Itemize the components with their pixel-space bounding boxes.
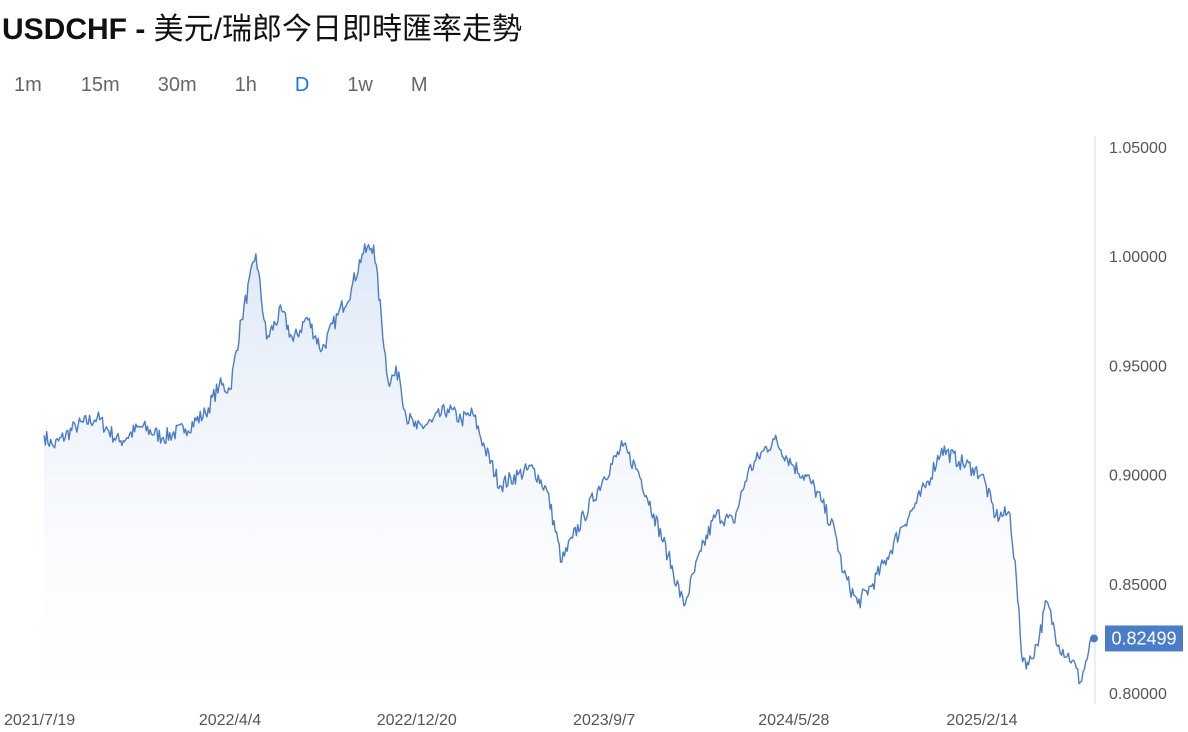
y-tick-label: 0.90000 (1109, 468, 1167, 485)
x-axis: 2021/7/19 2022/4/4 2022/12/20 2023/9/7 2024/… (4, 712, 1018, 729)
tab-1h[interactable]: 1h (234, 74, 257, 96)
tab-15m[interactable]: 15m (80, 74, 120, 96)
last-price-label: 0.82499 (1111, 628, 1176, 648)
x-tick-label: 2023/9/7 (573, 712, 635, 729)
tab-d[interactable]: D (294, 74, 310, 96)
tab-1w[interactable]: 1w (347, 74, 373, 96)
title-separator: - (127, 13, 154, 46)
last-price-badge (1105, 625, 1183, 652)
price-area (44, 243, 1093, 704)
y-tick-label: 0.85000 (1109, 577, 1167, 594)
x-tick-label: 2021/7/19 (4, 712, 75, 729)
y-tick-label: 0.80000 (1109, 686, 1167, 703)
pair-description: 美元/瑞郎今日即時匯率走勢 (153, 13, 523, 46)
tab-m[interactable]: M (410, 74, 428, 96)
price-line (43, 243, 1093, 685)
y-tick-label: 1.05000 (1109, 140, 1167, 157)
y-tick-label: 0.95000 (1109, 358, 1167, 375)
timeframe-tabs: 1m 15m 30m 1h D 1w M (14, 74, 428, 97)
tab-1m[interactable]: 1m (14, 74, 42, 96)
tab-30m[interactable]: 30m (157, 74, 197, 96)
y-tick-label: 1.00000 (1109, 249, 1167, 266)
last-price-dot (1090, 634, 1098, 643)
x-tick-label: 2025/2/14 (946, 712, 1017, 729)
x-tick-label: 2022/4/4 (199, 712, 261, 729)
page-title: USDCHF - 美元/瑞郎今日即時匯率走勢 (2, 4, 522, 48)
pair-symbol: USDCHF (2, 13, 127, 46)
x-tick-label: 2022/12/20 (377, 712, 457, 729)
x-tick-label: 2024/5/28 (758, 712, 829, 729)
last-price-marker: 0.82499 (1090, 625, 1183, 652)
y-axis: 1.05000 1.00000 0.95000 0.90000 0.85000 0.800… (1109, 140, 1167, 703)
